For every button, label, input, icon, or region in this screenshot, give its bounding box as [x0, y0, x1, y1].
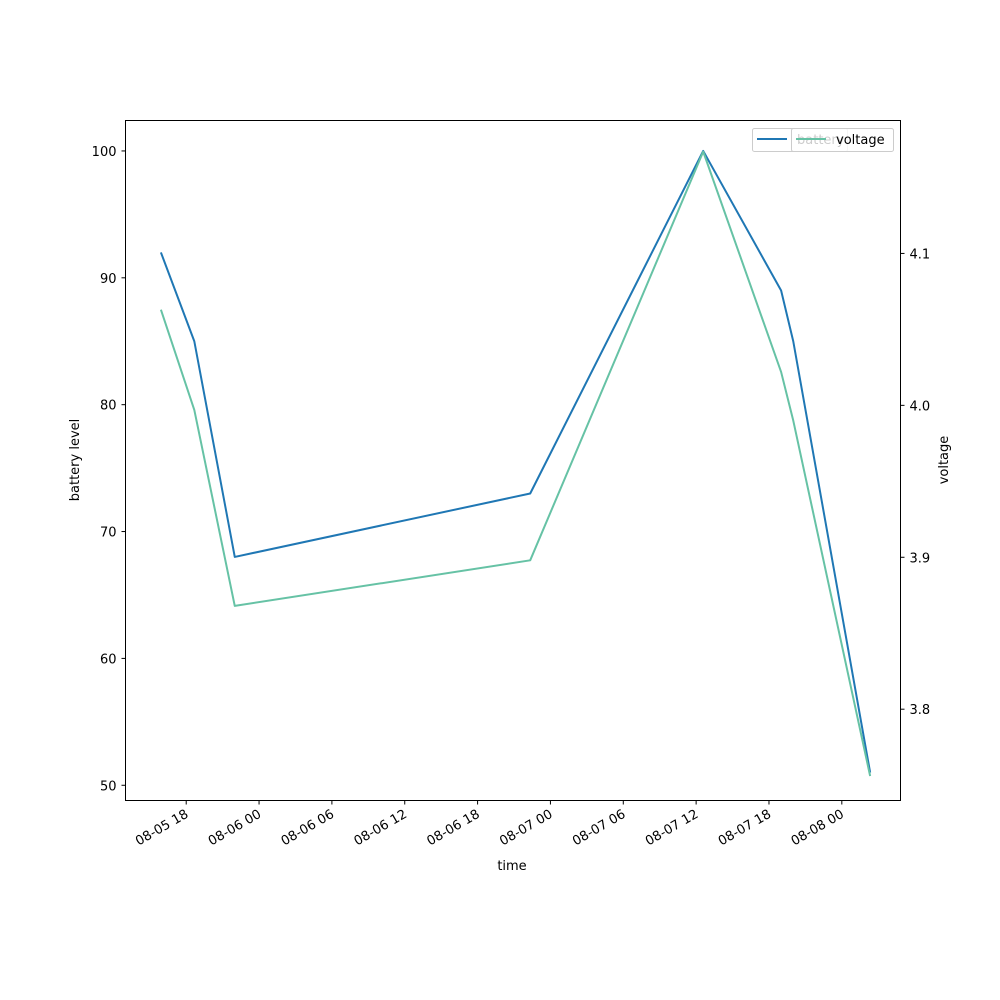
legend-voltage-box [791, 128, 894, 152]
y-left-tick-label: 50 [100, 779, 117, 794]
y-left-tick-label: 70 [100, 526, 117, 541]
legend-voltage: voltage [791, 128, 894, 152]
y-right-tick-label: 3.9 [910, 551, 931, 566]
y-left-tick-label: 60 [100, 652, 117, 667]
series-layer [159, 149, 872, 777]
x-axis-label: time [497, 859, 526, 874]
y-right-tick-label: 3.8 [910, 703, 931, 718]
series-line-battery [159, 149, 872, 773]
y-left-tick-label: 80 [100, 399, 117, 414]
plot-frame [125, 120, 901, 801]
y-right-axis-label: voltage [937, 436, 952, 485]
y-left-axis-label: battery level [68, 419, 83, 502]
series-line-voltage [159, 150, 872, 777]
y-left-tick-label: 100 [92, 145, 117, 160]
y-left-axis-ticks: 50 60 70 80 90 100 [92, 145, 126, 794]
y-right-axis-ticks: 3.8 3.9 4.0 4.1 [900, 247, 931, 718]
legend-voltage-label: voltage [836, 133, 885, 148]
y-right-tick-label: 4.1 [910, 247, 931, 262]
y-right-tick-label: 4.0 [910, 399, 931, 414]
y-left-tick-label: 90 [100, 272, 117, 287]
